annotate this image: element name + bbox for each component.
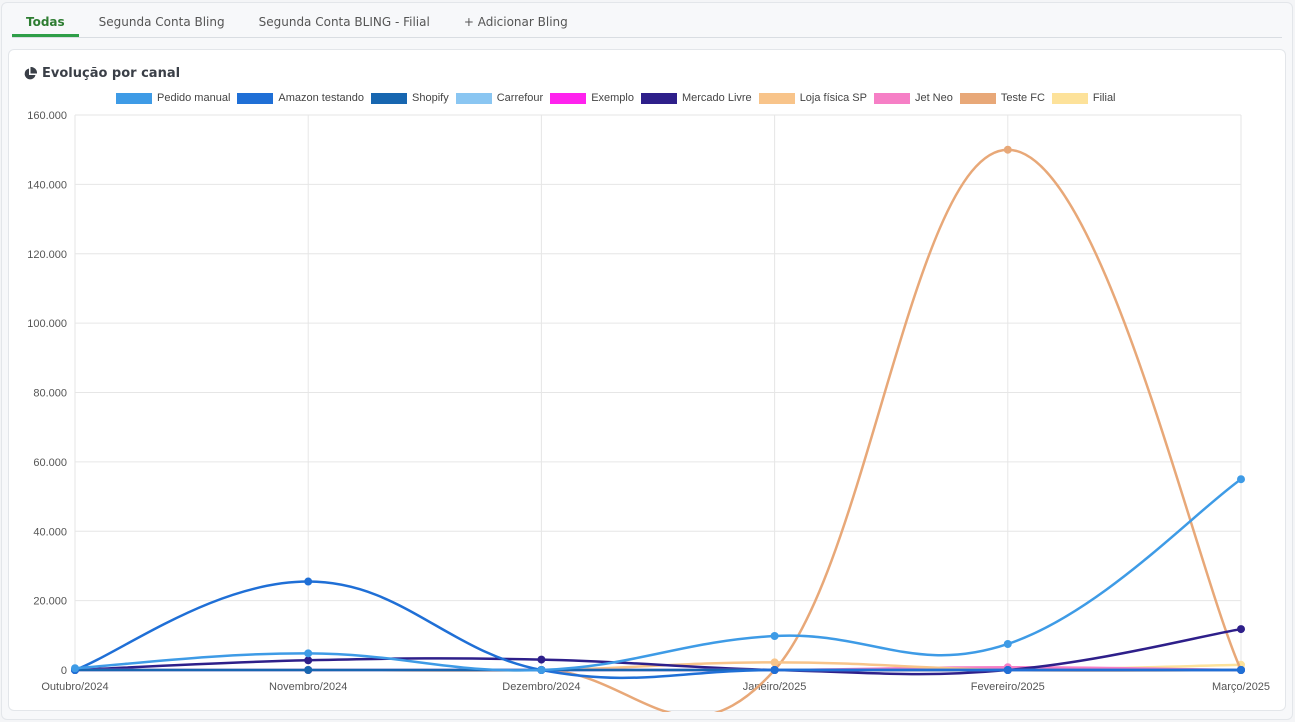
legend-label: Exemplo	[591, 92, 634, 104]
tab-todas[interactable]: Todas	[12, 15, 79, 37]
data-point-pedido-manual	[1237, 475, 1245, 484]
data-point-amazon-testando	[1003, 666, 1012, 674]
legend-swatch	[237, 92, 274, 104]
legend-swatch	[550, 92, 587, 104]
legend-label: Carrefour	[496, 92, 544, 104]
tab-segunda-conta-bling-filial[interactable]: Segunda Conta BLING - Filial	[258, 15, 430, 29]
x-tick-label: Outubro/2024	[41, 681, 108, 693]
series-line-mercado-livre	[74, 627, 1242, 676]
legend-item-exemplo[interactable]: Exemplo	[550, 92, 634, 104]
y-tick-label: 80.000	[33, 388, 67, 400]
legend-item-shopify[interactable]: Shopify	[371, 92, 449, 104]
legend-swatch	[1051, 92, 1088, 104]
legend-item-loja-fisica-sp[interactable]: Loja física SP	[758, 92, 867, 104]
data-point-shopify	[304, 666, 313, 674]
data-point-pedido-manual	[71, 664, 79, 673]
legend-item-carrefour[interactable]: Carrefour	[455, 92, 544, 104]
pie-chart-icon	[24, 66, 37, 79]
y-tick-label: 0	[61, 665, 67, 677]
y-tick-label: 20.000	[33, 596, 67, 608]
legend-item-jet-neo[interactable]: Jet Neo	[873, 92, 953, 104]
legend-label: Shopify	[412, 92, 449, 104]
data-point-teste-fc	[1003, 145, 1012, 154]
legend-swatch	[873, 92, 910, 104]
card-title-text: Evolução por canal	[42, 66, 181, 81]
legend-swatch	[959, 92, 996, 104]
x-tick-label: Janeiro/2025	[743, 681, 807, 693]
series-line-teste-fc	[75, 148, 1243, 712]
data-point-pedido-manual	[304, 649, 313, 658]
legend-item-mercado-livre[interactable]: Mercado Livre	[640, 92, 752, 104]
legend-swatch	[640, 92, 677, 104]
y-tick-label: 160.000	[27, 110, 67, 122]
legend-item-pedido-manual[interactable]: Pedido manual	[116, 92, 230, 104]
legend-label: Jet Neo	[914, 92, 953, 104]
line-chart: 0 20.000 40.000 60.000 80.000 100.000 120.000 1…	[27, 110, 1270, 712]
series-line-amazon-testando	[74, 580, 1241, 680]
legend-item-filial[interactable]: Filial	[1051, 92, 1116, 104]
y-tick-label: 140.000	[27, 179, 67, 191]
data-point-pedido-manual	[537, 666, 546, 674]
data-point-amazon-testando	[304, 577, 313, 586]
data-point-mercado-livre	[537, 655, 546, 664]
legend-swatch	[116, 92, 152, 104]
chart-card: Evolução por canal Pedido manual Amazon t…	[8, 49, 1286, 712]
data-point-amazon-testando	[770, 666, 779, 674]
legend-label: Loja física SP	[799, 92, 867, 104]
legend-label: Pedido manual	[157, 92, 231, 104]
y-tick-label: 40.000	[33, 526, 67, 538]
tab-segunda-conta-bling[interactable]: Segunda Conta Bling	[98, 15, 225, 29]
legend-label: Filial	[1092, 92, 1116, 104]
x-tick-label: Março/2025	[1212, 681, 1270, 693]
legend-swatch	[371, 92, 408, 104]
legend-swatch	[455, 92, 492, 104]
y-tick-label: 120.000	[27, 249, 67, 261]
tab-adicionar-bling[interactable]: + Adicionar Bling	[463, 15, 568, 29]
y-tick-label: 100.000	[27, 318, 67, 330]
x-tick-label: Novembro/2024	[269, 681, 347, 693]
card-title: Evolução por canal	[23, 66, 180, 81]
data-point-mercado-livre	[1237, 625, 1245, 634]
legend-item-amazon-testando[interactable]: Amazon testando	[237, 92, 364, 104]
x-tick-label: Dezembro/2024	[502, 681, 580, 693]
account-tabs: Todas Segunda Conta Bling Segunda Conta …	[12, 3, 1282, 38]
data-point-amazon-testando	[1237, 666, 1245, 674]
data-point-pedido-manual	[770, 632, 779, 641]
data-point-pedido-manual	[1003, 639, 1012, 648]
legend-label: Amazon testando	[278, 92, 365, 104]
data-point-mercado-livre	[304, 656, 313, 665]
y-tick-label: 60.000	[33, 457, 67, 469]
x-tick-label: Fevereiro/2025	[971, 681, 1045, 693]
series-line-pedido-manual	[74, 478, 1242, 672]
legend-label: Teste FC	[1000, 92, 1045, 104]
legend-item-teste-fc[interactable]: Teste FC	[959, 92, 1045, 104]
legend-swatch	[758, 92, 795, 104]
data-point-loja-fisica-sp	[770, 658, 779, 667]
legend-label: Mercado Livre	[681, 92, 752, 104]
chart-legend: Pedido manual Amazon testando Shopify Carre…	[116, 92, 1123, 104]
